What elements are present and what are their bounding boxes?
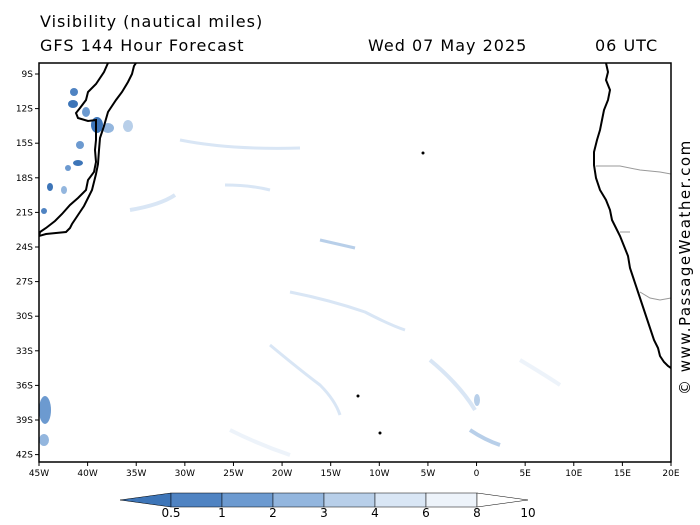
island-marker <box>356 394 360 398</box>
vis-patch <box>68 100 78 108</box>
lon-tick-label: 25W <box>223 469 243 479</box>
lat-tick-label: 36S <box>16 381 33 391</box>
lat-tick-label: 24S <box>16 243 33 253</box>
vis-streak <box>129 193 177 212</box>
legend-swatch <box>323 492 376 508</box>
visibility-legend: 0.5 1 2 3 4 6 8 10 <box>119 492 536 520</box>
vis-patch <box>39 396 51 424</box>
lat-tick-label: 42S <box>16 451 33 461</box>
lon-tick-label: 30W <box>175 469 195 479</box>
legend-swatch <box>374 492 427 508</box>
coastlines <box>39 63 671 435</box>
legend-value-label: 3 <box>320 506 328 520</box>
lon-tick-label: 10W <box>369 469 389 479</box>
vis-patch <box>73 160 83 166</box>
lat-tick-label: 21S <box>16 208 33 218</box>
lon-tick-label: 5E <box>519 469 531 479</box>
legend-value-label: 4 <box>371 506 379 520</box>
vis-patch <box>474 394 480 406</box>
vis-streak <box>179 138 301 150</box>
vis-streak <box>229 428 291 457</box>
vis-streak <box>224 183 271 192</box>
map-frame <box>38 62 672 463</box>
vis-patch <box>70 88 78 96</box>
legend-value-label: 1 <box>218 506 226 520</box>
vis-patch <box>123 120 133 132</box>
vis-streak <box>269 343 342 416</box>
lon-tick-label: 45W <box>29 469 49 479</box>
legend-value-label: 8 <box>473 506 481 520</box>
vis-patch <box>76 141 84 149</box>
legend-swatch <box>272 492 325 508</box>
map-title: Visibility (nautical miles) <box>40 12 264 31</box>
south-america-coastline <box>39 63 137 238</box>
lat-tick-label: 27S <box>16 278 33 288</box>
vis-patch <box>41 208 47 214</box>
vis-patch <box>47 183 53 191</box>
vis-patch <box>82 107 90 117</box>
legend-value-label: 2 <box>269 506 277 520</box>
forecast-subtitle: GFS 144 Hour Forecast <box>40 36 245 55</box>
legend-swatch <box>119 492 172 508</box>
legend-swatch <box>170 492 223 508</box>
country-border <box>639 291 671 301</box>
map-background <box>39 63 671 462</box>
lon-tick-label: 20W <box>272 469 292 479</box>
country-border <box>596 165 671 175</box>
vis-streak <box>289 290 406 332</box>
lat-tick-label: 39S <box>16 416 33 426</box>
forecast-date: Wed 07 May 2025 <box>368 36 528 55</box>
legend-swatch <box>425 492 478 508</box>
lon-tick-label: 15E <box>614 469 631 479</box>
lat-tick-label: 12S <box>16 105 33 115</box>
legend-swatch <box>221 492 274 508</box>
longitude-axis: 45W 40W 35W 30W 25W 20W 15W 10W 5W 0 5E 10E 15E 20E <box>29 462 680 479</box>
lat-tick-label: 18S <box>16 174 33 184</box>
legend-value-label: 0.5 <box>161 506 180 520</box>
forecast-time: 06 UTC <box>595 36 659 55</box>
lon-tick-label: 5W <box>421 469 436 479</box>
legend-value-label: 6 <box>422 506 430 520</box>
lon-tick-label: 0 <box>474 469 480 479</box>
vis-streak <box>468 428 501 447</box>
legend-value-label: 10 <box>520 506 535 520</box>
africa-coastline <box>593 63 671 369</box>
lon-tick-label: 20E <box>662 469 679 479</box>
vis-patch <box>65 165 71 171</box>
lat-tick-label: 30S <box>16 312 33 322</box>
latitude-axis: 9S 12S 15S 18S 21S 24S 27S 30S 33S 36S 39S 42S <box>16 70 39 461</box>
lon-tick-label: 10E <box>565 469 582 479</box>
island-marker <box>421 151 425 155</box>
vis-patch <box>39 434 49 446</box>
lon-tick-label: 35W <box>126 469 146 479</box>
lon-tick-label: 15W <box>321 469 341 479</box>
lat-tick-label: 33S <box>16 347 33 357</box>
island-marker <box>378 431 382 435</box>
vis-streak <box>319 238 356 250</box>
vis-streak <box>428 358 477 412</box>
lat-tick-label: 15S <box>16 139 33 149</box>
vis-patch <box>61 186 67 194</box>
legend-swatch <box>476 492 529 508</box>
lon-tick-label: 40W <box>77 469 97 479</box>
lat-tick-label: 9S <box>22 70 34 80</box>
vis-streak <box>518 358 562 387</box>
